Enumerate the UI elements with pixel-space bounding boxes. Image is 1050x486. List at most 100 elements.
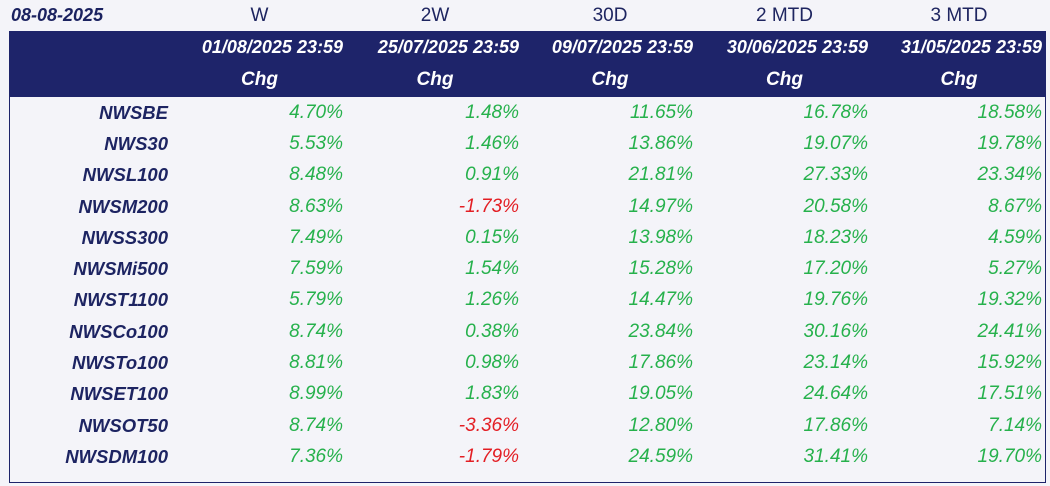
index-name: NWSMi500 bbox=[73, 258, 168, 280]
change-value: 7.49% bbox=[289, 226, 343, 248]
change-value: -1.73% bbox=[458, 195, 519, 217]
performance-table: 08-08-2025 W 2W 30D 2 MTD 3 MTD 01/08/20… bbox=[9, 0, 1046, 473]
change-value: 14.47% bbox=[628, 289, 693, 311]
period-label: W bbox=[250, 4, 269, 26]
change-value: 8.63% bbox=[289, 195, 343, 217]
change-label-row: Chg Chg Chg Chg Chg bbox=[9, 63, 1046, 97]
change-label: Chg bbox=[697, 63, 872, 97]
period-label: 30D bbox=[592, 4, 628, 26]
change-value: 8.81% bbox=[289, 352, 343, 374]
change-value: 5.53% bbox=[289, 132, 343, 154]
change-value: 1.54% bbox=[465, 258, 519, 280]
period-label: 2W bbox=[420, 4, 450, 26]
table-row: NWSL100 8.48% 0.91% 21.81% 27.33% 23.34% bbox=[9, 160, 1046, 191]
change-value: 0.98% bbox=[465, 352, 519, 374]
index-name: NWSS300 bbox=[81, 226, 168, 248]
change-value: 19.78% bbox=[977, 132, 1042, 154]
change-value: 30.16% bbox=[803, 320, 868, 342]
change-value: 11.65% bbox=[629, 101, 693, 123]
change-value: 12.80% bbox=[628, 414, 693, 436]
change-value: 24.64% bbox=[803, 383, 868, 405]
change-value: 1.26% bbox=[465, 289, 519, 311]
change-value: 23.34% bbox=[977, 164, 1042, 186]
change-value: 15.92% bbox=[977, 352, 1042, 374]
change-value: 19.05% bbox=[628, 383, 693, 405]
header-blank-cell bbox=[9, 63, 172, 97]
table-row: NWSMi500 7.59% 1.54% 15.28% 17.20% 5.27% bbox=[9, 253, 1046, 284]
change-value: 1.83% bbox=[465, 383, 519, 405]
change-value: 0.15% bbox=[465, 226, 519, 248]
change-value: 19.32% bbox=[977, 289, 1042, 311]
table-row: NWS30 5.53% 1.46% 13.86% 19.07% 19.78% bbox=[9, 128, 1046, 159]
change-value: 23.14% bbox=[803, 352, 868, 374]
change-value: 14.97% bbox=[628, 195, 693, 217]
index-name: NWSL100 bbox=[82, 164, 168, 186]
period-label: 2 MTD bbox=[756, 4, 813, 26]
change-label: Chg bbox=[872, 63, 1046, 97]
table-row: NWSBE 4.70% 1.48% 11.65% 16.78% 18.58% bbox=[9, 97, 1046, 128]
change-value: 23.84% bbox=[628, 320, 693, 342]
change-label: Chg bbox=[347, 63, 523, 97]
change-value: 8.48% bbox=[289, 164, 343, 186]
change-value: 18.23% bbox=[803, 226, 868, 248]
change-value: 17.86% bbox=[628, 352, 693, 374]
change-value: 24.59% bbox=[628, 445, 693, 467]
change-value: 24.41% bbox=[977, 320, 1042, 342]
table-row: NWSCo100 8.74% 0.38% 23.84% 30.16% 24.41% bbox=[9, 316, 1046, 347]
index-name: NWSDM100 bbox=[65, 445, 168, 467]
reference-date: 25/07/2025 23:59 bbox=[347, 31, 523, 63]
change-value: 31.41% bbox=[803, 445, 868, 467]
change-value: 0.38% bbox=[465, 320, 519, 342]
index-name: NWSTo100 bbox=[72, 352, 168, 374]
reference-date-row: 01/08/2025 23:59 25/07/2025 23:59 09/07/… bbox=[9, 31, 1046, 63]
change-value: 7.14% bbox=[988, 414, 1042, 436]
change-label: Chg bbox=[523, 63, 697, 97]
change-value: 8.74% bbox=[289, 414, 343, 436]
change-value: 15.28% bbox=[628, 258, 693, 280]
change-value: 5.79% bbox=[289, 289, 343, 311]
change-value: 13.86% bbox=[628, 132, 693, 154]
change-value: 20.58% bbox=[803, 195, 868, 217]
change-value: 27.33% bbox=[803, 164, 868, 186]
change-value: 19.76% bbox=[803, 289, 868, 311]
change-value: 5.27% bbox=[988, 258, 1042, 280]
change-value: 16.78% bbox=[803, 101, 868, 123]
period-header-row: 08-08-2025 W 2W 30D 2 MTD 3 MTD bbox=[9, 0, 1046, 31]
index-name: NWSCo100 bbox=[69, 320, 168, 342]
change-value: 17.20% bbox=[803, 258, 868, 280]
change-value: 13.98% bbox=[628, 226, 693, 248]
change-value: 8.99% bbox=[289, 383, 343, 405]
change-value: 17.51% bbox=[977, 383, 1042, 405]
table-row: NWSM200 8.63% -1.73% 14.97% 20.58% 8.67% bbox=[9, 191, 1046, 222]
change-value: 21.81% bbox=[628, 164, 693, 186]
change-value: 17.86% bbox=[803, 414, 868, 436]
index-name: NWSBE bbox=[99, 101, 168, 123]
change-value: 19.07% bbox=[803, 132, 868, 154]
header-blank-cell bbox=[9, 31, 172, 63]
change-label: Chg bbox=[172, 63, 347, 97]
change-value: -1.79% bbox=[458, 445, 519, 467]
change-value: 8.74% bbox=[289, 320, 343, 342]
reference-date: 01/08/2025 23:59 bbox=[172, 31, 347, 63]
change-value: 4.59% bbox=[988, 226, 1042, 248]
change-value: 0.91% bbox=[465, 164, 519, 186]
reference-date: 30/06/2025 23:59 bbox=[697, 31, 872, 63]
change-value: 19.70% bbox=[977, 445, 1042, 467]
index-name: NWSET100 bbox=[70, 383, 168, 405]
index-name: NWSOT50 bbox=[78, 414, 168, 436]
index-name: NWS30 bbox=[104, 132, 168, 154]
table-row: NWSS300 7.49% 0.15% 13.98% 18.23% 4.59% bbox=[9, 222, 1046, 253]
table-row: NWSTo100 8.81% 0.98% 17.86% 23.14% 15.92% bbox=[9, 347, 1046, 378]
change-value: -3.36% bbox=[458, 414, 519, 436]
reference-date: 31/05/2025 23:59 bbox=[872, 31, 1046, 63]
reference-date: 09/07/2025 23:59 bbox=[523, 31, 697, 63]
change-value: 8.67% bbox=[988, 195, 1042, 217]
change-value: 18.58% bbox=[977, 101, 1042, 123]
change-value: 1.46% bbox=[465, 132, 519, 154]
table-row: NWSOT50 8.74% -3.36% 12.80% 17.86% 7.14% bbox=[9, 410, 1046, 441]
table-row: NWST1100 5.79% 1.26% 14.47% 19.76% 19.32% bbox=[9, 285, 1046, 316]
change-value: 7.36% bbox=[289, 445, 343, 467]
table-row: NWSDM100 7.36% -1.79% 24.59% 31.41% 19.70% bbox=[9, 441, 1046, 472]
change-value: 1.48% bbox=[465, 101, 519, 123]
